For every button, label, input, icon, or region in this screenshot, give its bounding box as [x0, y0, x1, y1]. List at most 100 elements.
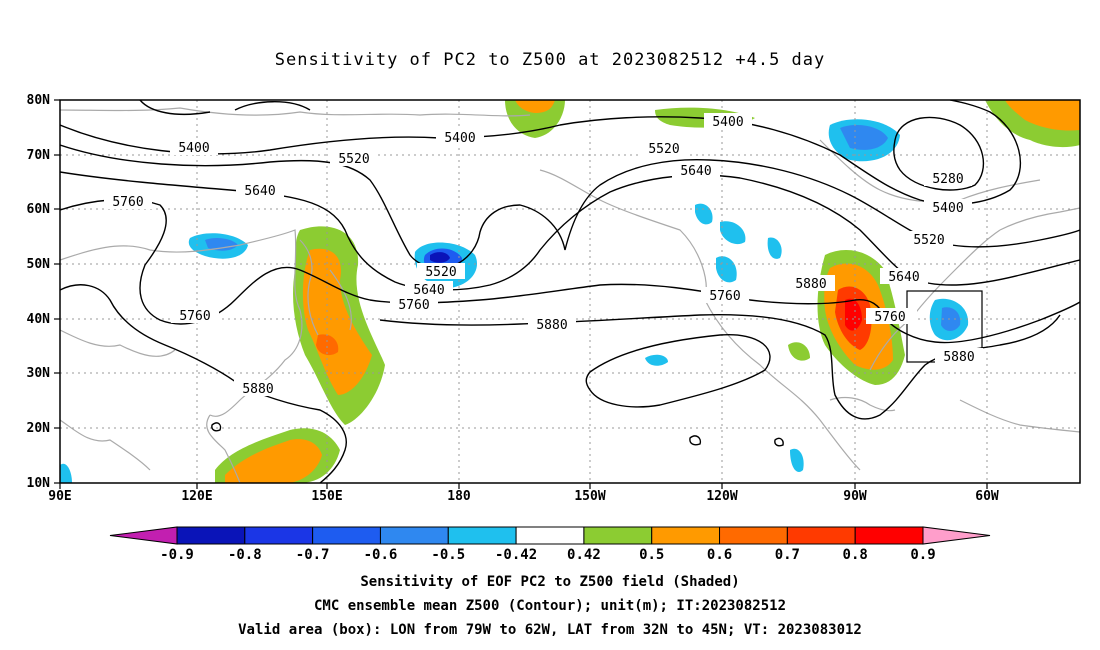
contour-label: 5640 [888, 270, 919, 285]
lat-label: 60N [27, 202, 51, 217]
positive-region-japan-core [302, 248, 372, 395]
colorbar-label: -0.9 [160, 547, 194, 563]
colorbar-label: 0.5 [639, 547, 664, 563]
land-outlines [60, 107, 1080, 483]
caption-line-2: CMC ensemble mean Z500 (Contour); unit(m… [313, 598, 786, 614]
negative-region-india [60, 463, 72, 483]
colorbar: -0.9 -0.8 -0.7 -0.6 -0.5 -0.42 0.42 0.5 0.6 0.7 0.… [109, 526, 991, 563]
contour-5400 [60, 100, 1022, 205]
lat-label: 70N [27, 148, 51, 163]
lat-label: 30N [27, 366, 51, 381]
lon-label: 120W [706, 489, 737, 504]
contour-label: 5760 [112, 195, 143, 210]
negative-region-siberia-core [205, 237, 238, 251]
longitude-labels: 90E 120E 150E 180 150W 120W 90W 60W [48, 489, 999, 504]
contour-label: 5760 [179, 309, 210, 324]
contour-small-3 [774, 437, 784, 447]
colorbar-label: -0.42 [495, 547, 537, 563]
colorbar-max-arrow [922, 526, 991, 545]
lon-label: 60W [975, 489, 999, 504]
contour-label: 5400 [932, 201, 963, 216]
negative-region-mexico [790, 448, 804, 472]
contour-labels: 5400 5400 5520 5520 5640 5640 5760 5760 … [104, 113, 983, 397]
contour-label: 5520 [425, 265, 456, 280]
contour-label: 5760 [709, 289, 740, 304]
contour-label: 5880 [795, 277, 826, 292]
lat-label: 50N [27, 257, 51, 272]
contour-5880-c [585, 334, 771, 408]
colorbar-swatch [651, 526, 721, 545]
lon-label: 150E [311, 489, 342, 504]
negative-region-nwamerica-4 [767, 237, 782, 259]
contour-label: 5640 [680, 164, 711, 179]
colorbar-swatch [312, 526, 381, 545]
colorbar-swatch [244, 526, 314, 545]
colorbar-swatch [176, 526, 246, 545]
contour-label: 5280 [932, 172, 963, 187]
contour-5760 [60, 198, 1080, 344]
colorbar-label: 0.7 [775, 547, 800, 563]
positive-region-ne-corner-core [1005, 100, 1080, 131]
negative-region-npac-inner [430, 252, 450, 263]
colorbar-min-arrow [109, 526, 178, 545]
lon-label: 90W [843, 489, 867, 504]
contour-label: 5880 [536, 318, 567, 333]
positive-region-arctic-small-core [515, 100, 555, 113]
positive-region-japan-inner [316, 334, 339, 356]
contour-small-1 [211, 422, 222, 432]
colorbar-swatch [786, 526, 856, 545]
colorbar-swatch [854, 526, 924, 545]
contour-label: 5400 [712, 115, 743, 130]
colorbar-swatch [379, 526, 449, 545]
contour-label: 5760 [398, 298, 429, 313]
colorbar-label: 0.8 [843, 547, 868, 563]
latitude-labels: 80N 70N 60N 50N 40N 30N 20N 10N [27, 93, 51, 491]
contour-label: 5520 [648, 142, 679, 157]
colorbar-label: 0.6 [707, 547, 732, 563]
lon-label: 90E [48, 489, 71, 504]
colorbar-swatch [515, 526, 585, 545]
lon-label: 120E [181, 489, 212, 504]
contour-5280 [893, 116, 985, 191]
caption-line-1: Sensitivity of EOF PC2 to Z500 field (Sh… [360, 574, 740, 590]
positive-region-arctic-small [505, 100, 565, 138]
lat-label: 80N [27, 93, 51, 108]
contour-label: 5520 [338, 152, 369, 167]
contour-label: 5880 [242, 382, 273, 397]
positive-region-gulf-small [788, 342, 810, 361]
lat-label: 40N [27, 312, 51, 327]
chart-title: Sensitivity of PC2 to Z500 at 2023082512… [274, 50, 826, 70]
contour-5400-c [234, 101, 311, 111]
lat-label: 10N [27, 476, 51, 491]
negative-region-nwamerica-2 [720, 221, 746, 245]
negative-region-atlantic-core [941, 307, 961, 331]
colorbar-label: 0.9 [910, 547, 935, 563]
contour-label: 5640 [413, 283, 444, 298]
lon-label: 180 [447, 489, 471, 504]
contour-label: 5520 [913, 233, 944, 248]
positive-region-namerica-core2 [845, 298, 862, 331]
axis-ticks [54, 99, 988, 489]
negative-region-nwamerica-1 [695, 203, 713, 225]
contour-5400-b [139, 100, 211, 115]
map-frame [59, 99, 1081, 484]
negative-region-nwamerica-3 [716, 256, 737, 283]
colorbar-label: 0.42 [567, 547, 601, 563]
contour-label: 5880 [943, 350, 974, 365]
lat-label: 20N [27, 421, 51, 436]
colorbar-swatch [583, 526, 653, 545]
colorbar-label: -0.6 [364, 547, 398, 563]
lon-label: 150W [574, 489, 605, 504]
caption-line-3: Valid area (box): LON from 79W to 62W, L… [238, 622, 862, 638]
negative-region-pacific [645, 354, 668, 366]
contour-label: 5760 [874, 310, 905, 325]
contour-label: 5400 [178, 141, 209, 156]
contour-label: 5400 [444, 131, 475, 146]
negative-region-arctic-core [840, 125, 888, 150]
positive-region-scs-core [225, 439, 322, 483]
colorbar-label: -0.8 [228, 547, 262, 563]
contour-small-2 [689, 435, 702, 446]
colorbar-swatch [447, 526, 517, 545]
contour-label: 5640 [244, 184, 275, 199]
